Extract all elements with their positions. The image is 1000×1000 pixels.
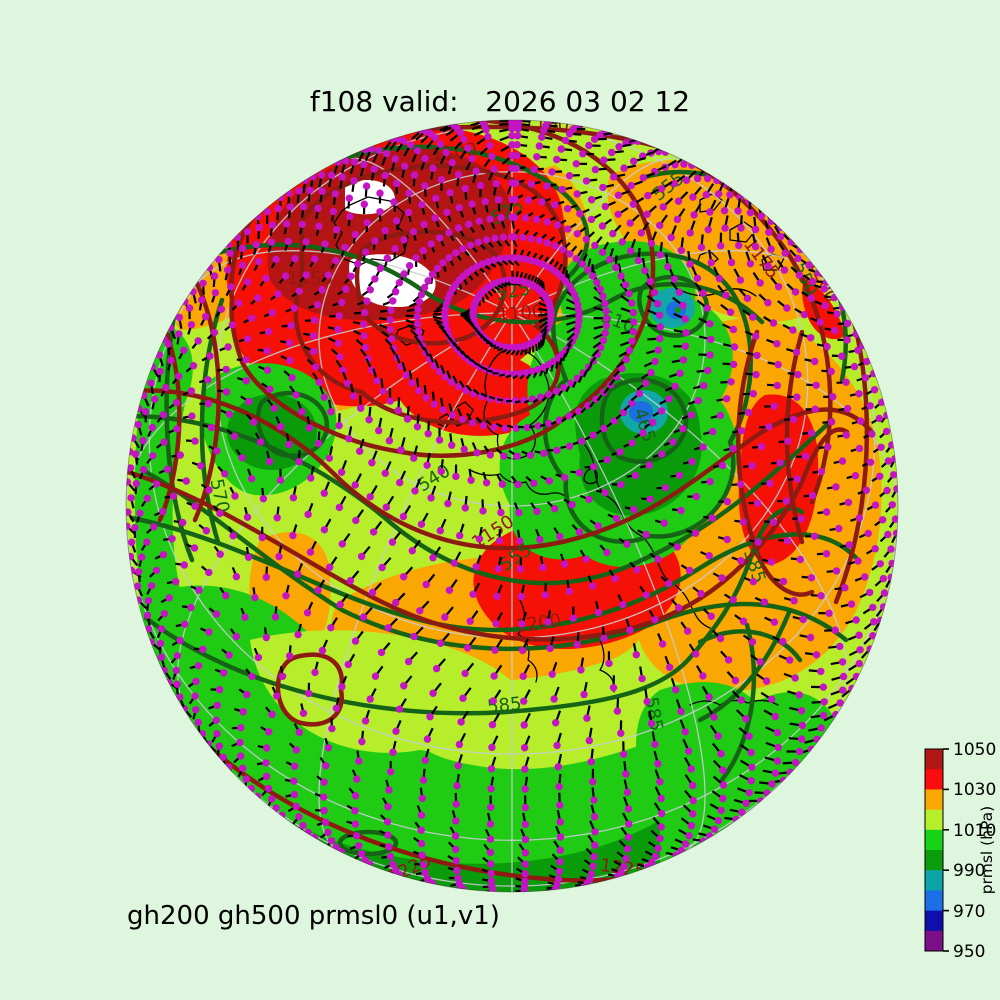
colorbar-tick-label: 1050 — [953, 740, 996, 760]
colorbar-tick-label: 1010 — [953, 821, 996, 841]
colorbar-tick-label: 1030 — [953, 780, 996, 800]
globe: 1100 1100 1100 1150 1150 1175 1200 1200 … — [126, 120, 898, 892]
gh200-label: 1150 — [287, 268, 333, 289]
wind-vectors — [126, 120, 898, 892]
plot-title: f108 valid: 2026 03 02 12 — [309, 85, 691, 118]
colorbar-tick-label: 970 — [953, 902, 985, 922]
colorbar-outline — [924, 748, 944, 952]
colorbar-tick-label: 990 — [953, 861, 985, 881]
colorbar-ticks — [943, 748, 949, 952]
colorbar-segments — [925, 749, 943, 952]
colorbar-tick-label: 950 — [953, 942, 985, 962]
plot-variables-label: gh200 gh500 prmsl0 (u1,v1) — [127, 901, 500, 931]
colorbar: 1050 1030 1010 990 970 950 prmsl (hPa) — [924, 740, 996, 962]
globe-limb — [125, 119, 899, 893]
gh200-label: 1100 — [497, 301, 544, 326]
gh500-label: 585 — [486, 693, 522, 717]
colorbar-axis-label: prmsl (hPa) — [978, 806, 996, 894]
